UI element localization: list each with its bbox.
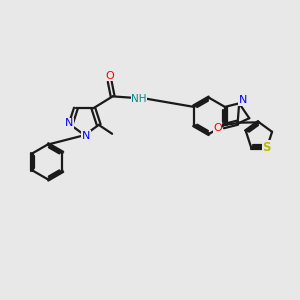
Text: N: N (82, 131, 90, 141)
Text: O: O (105, 70, 114, 81)
Text: NH: NH (131, 94, 147, 104)
Text: N: N (65, 118, 73, 128)
Text: N: N (238, 95, 247, 105)
Text: S: S (262, 141, 271, 154)
Text: O: O (213, 123, 222, 133)
